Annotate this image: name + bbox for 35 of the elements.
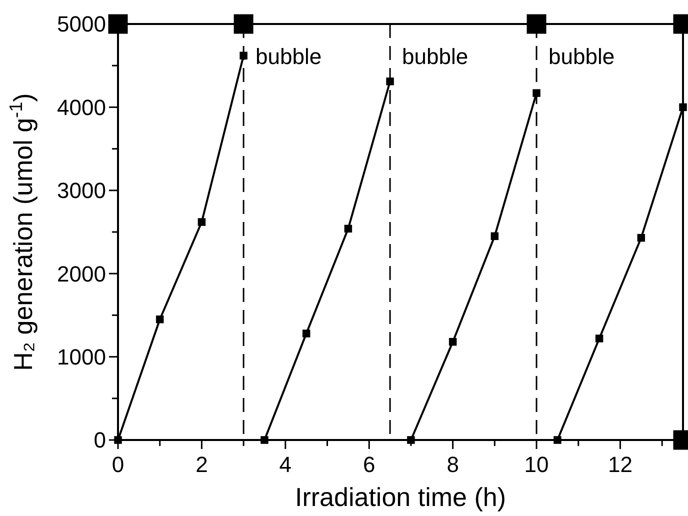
- point: [595, 334, 604, 342]
- point: [260, 436, 268, 444]
- ref-line-label: bubble: [402, 44, 468, 69]
- point: [679, 103, 687, 112]
- point: [490, 232, 499, 240]
- point: [302, 330, 310, 338]
- point: [386, 78, 394, 86]
- y-tick-label: 3000: [57, 178, 106, 204]
- y-tick-label: 0: [94, 428, 106, 453]
- point: [156, 315, 164, 324]
- point: [532, 89, 540, 97]
- x-tick-label: 8: [446, 452, 459, 477]
- point: [554, 436, 562, 444]
- point: [448, 338, 457, 346]
- point: [198, 218, 206, 226]
- x-tick-label: 0: [112, 452, 124, 477]
- ref-line-label: bubble: [256, 44, 322, 69]
- ref-line-label: bubble: [548, 44, 615, 69]
- point: [114, 436, 122, 444]
- x-tick-label: 6: [362, 452, 376, 477]
- x-tick-label: 10: [524, 452, 549, 477]
- point: [108, 14, 128, 34]
- y-tick-label: 2000: [57, 261, 106, 286]
- point: [344, 224, 352, 233]
- y-tick-label: 5000: [57, 12, 106, 37]
- point: [234, 14, 254, 34]
- y-tick-label: 1000: [57, 344, 106, 370]
- point: [637, 234, 646, 242]
- x-axis-title: Irradiation time (h): [295, 482, 506, 512]
- point: [240, 52, 248, 60]
- x-tick-label: 12: [608, 452, 632, 477]
- y-tick-label: 4000: [57, 94, 106, 120]
- point: [526, 14, 546, 34]
- x-tick-label: 4: [279, 452, 292, 477]
- x-tick-label: 2: [196, 452, 208, 477]
